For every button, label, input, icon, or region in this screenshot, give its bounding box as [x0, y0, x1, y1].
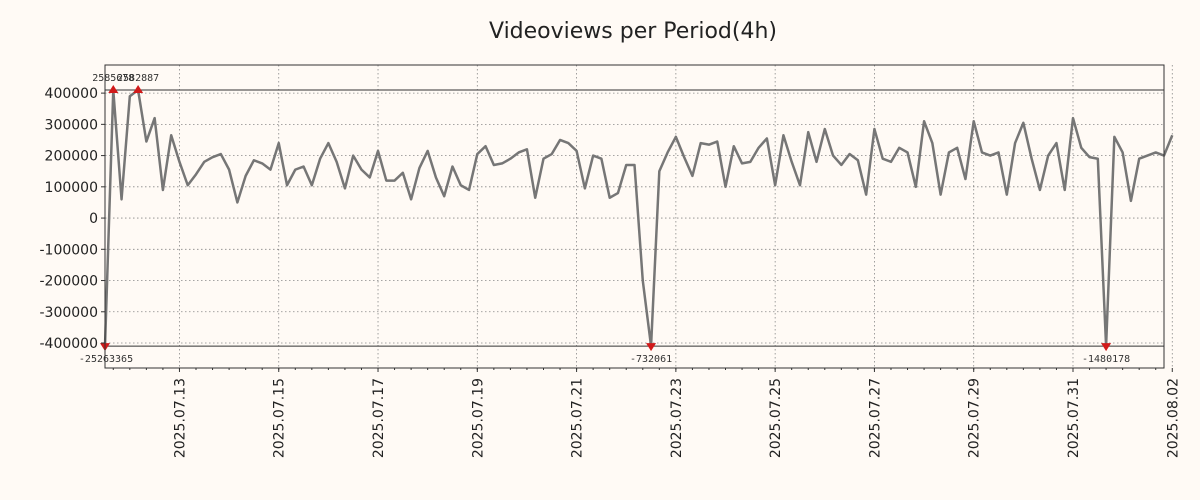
- plot-frame: [104, 64, 1165, 369]
- x-tick-label: 2025.08.02: [1165, 378, 1181, 458]
- underflow-label: -1480178: [1082, 354, 1130, 365]
- y-tick-label: -200000: [40, 274, 99, 290]
- overflow-label: 2582887: [117, 73, 159, 84]
- clip-lines: [105, 89, 1164, 347]
- x-tick-label: 2025.07.31: [1066, 378, 1082, 458]
- grid: [105, 65, 1173, 368]
- y-tick-label: 200000: [45, 149, 98, 165]
- x-tick-label: 2025.07.29: [967, 378, 983, 458]
- underflow-marker: [646, 343, 657, 352]
- series-line: [103, 88, 1174, 348]
- y-tick-label: -100000: [40, 242, 99, 258]
- x-tick-label: 2025.07.27: [867, 378, 883, 458]
- y-axis: 400000 300000 200000 100000 0 -100000 -200000 -…: [40, 86, 105, 352]
- x-tick-label: 2025.07.21: [570, 378, 586, 458]
- underflow-label: -732061: [630, 354, 672, 365]
- overflow-label: 2585678: [92, 73, 134, 84]
- underflow-label: -25263365: [79, 354, 133, 365]
- y-tick-label: 100000: [45, 180, 98, 196]
- y-tick-label: -400000: [40, 336, 99, 352]
- x-tick-label: 2025.07.25: [768, 378, 784, 458]
- overflow-marker: [108, 84, 119, 93]
- y-tick-label: -300000: [40, 305, 99, 321]
- overflow-marker: [133, 84, 144, 93]
- x-axis: 2025.07.13 2025.07.15 2025.07.17 2025.07.19…: [112, 368, 1181, 458]
- underflow-marker: [1101, 343, 1112, 352]
- y-tick-label: 400000: [45, 86, 98, 102]
- x-tick-label: 2025.07.15: [272, 378, 288, 458]
- x-tick-label: 2025.07.17: [371, 378, 387, 458]
- y-tick-label: 300000: [45, 117, 98, 133]
- y-tick-label: 0: [89, 211, 98, 227]
- x-tick-label: 2025.07.19: [470, 378, 486, 458]
- x-tick-label: 2025.07.23: [669, 378, 685, 458]
- x-tick-label: 2025.07.13: [172, 378, 188, 458]
- chart-title: Videoviews per Period(4h): [489, 19, 777, 44]
